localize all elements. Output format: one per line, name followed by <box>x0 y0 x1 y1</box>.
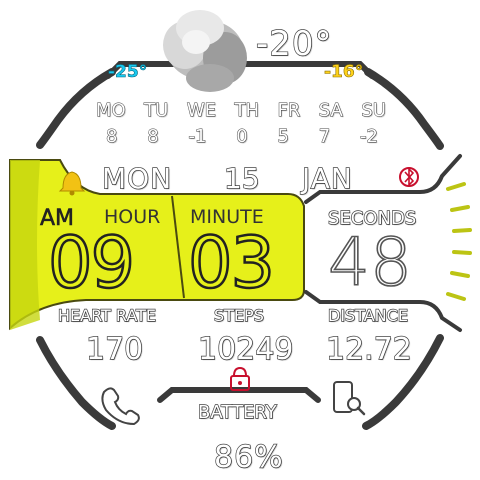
low-temperature: -25° <box>108 62 148 83</box>
day-of-month: 15 <box>223 161 260 195</box>
ring-arc-top-left <box>36 68 116 149</box>
seconds-bracket-bottom <box>304 290 462 332</box>
current-temperature: -20° <box>255 23 333 64</box>
bluetooth-icon <box>399 167 419 187</box>
forecast-day: WE <box>186 100 216 122</box>
minute-value: 03 <box>187 221 277 306</box>
forecast-day: FR <box>277 100 301 122</box>
forecast-day: TH <box>234 100 260 122</box>
forecast-temp: -2 <box>360 126 379 148</box>
weekday: MON <box>101 161 173 195</box>
forecast-temp: 5 <box>277 126 289 148</box>
minute-label: MINUTE <box>190 206 264 228</box>
battery-label: BATTERY <box>197 401 277 423</box>
distance-label: DISTANCE <box>327 305 408 325</box>
hour-label: HOUR <box>104 206 161 228</box>
fog-cloud-icon <box>163 10 247 92</box>
high-temperature: -16° <box>324 62 364 83</box>
battery-value: 86% <box>213 439 284 475</box>
steps-value: 10249 <box>197 331 294 367</box>
ring-arc-bottom-left <box>36 336 116 430</box>
seconds-bracket <box>304 154 462 204</box>
hour-value: 09 <box>47 221 137 306</box>
distance-value: 12.72 <box>325 331 412 367</box>
seconds-label: SECONDS <box>327 207 417 229</box>
forecast-days: MO TU WE TH FR SA SU <box>96 100 387 122</box>
forecast-temp: 0 <box>236 126 248 148</box>
battery-bracket <box>157 387 321 403</box>
alarm-bell-icon <box>58 171 86 196</box>
ring-arc-bottom-right <box>362 334 444 430</box>
forecast-day: SA <box>318 100 343 122</box>
time-panel-left-band <box>10 160 40 330</box>
steps-label: STEPS <box>213 305 264 325</box>
am-pm-indicator: AM <box>40 206 75 232</box>
forecast-day: SU <box>361 100 387 122</box>
time-panel <box>9 159 305 331</box>
time-panel-divider <box>171 195 185 299</box>
forecast-temps: 8 8 -1 0 5 7 -2 <box>105 126 379 148</box>
seconds-value: 48 <box>327 223 413 302</box>
forecast-temp: 7 <box>318 126 331 148</box>
phone-icon <box>101 387 140 426</box>
forecast-temp: 8 <box>147 126 159 148</box>
find-phone-icon <box>333 381 366 416</box>
ring-arc-top-right <box>364 68 444 150</box>
forecast-temp: -1 <box>188 126 207 148</box>
forecast-day: MO <box>96 100 127 122</box>
heart-rate-label: HEART RATE <box>57 305 156 325</box>
month: JAN <box>301 161 353 195</box>
seconds-ticks <box>446 182 472 301</box>
forecast-day: TU <box>144 100 169 122</box>
forecast-temp: 8 <box>105 126 118 148</box>
heart-rate-value: 170 <box>85 331 144 367</box>
lock-icon <box>230 366 250 391</box>
